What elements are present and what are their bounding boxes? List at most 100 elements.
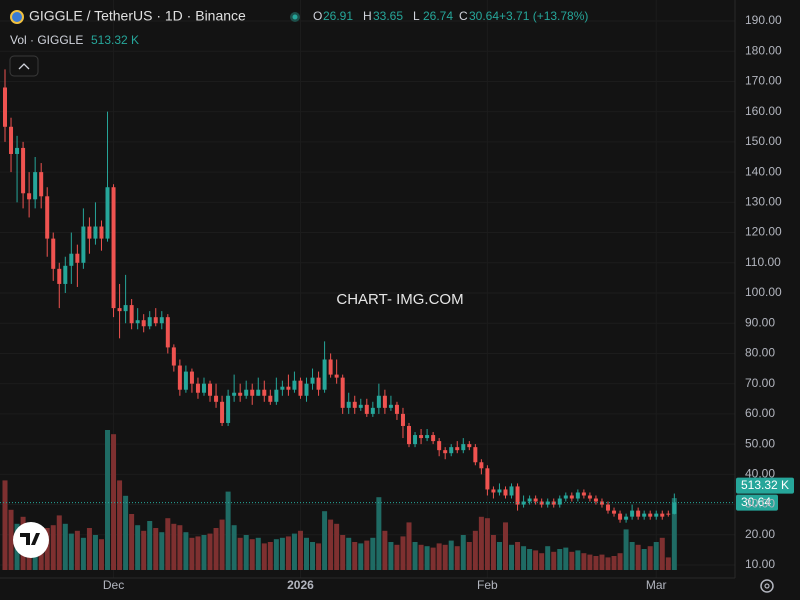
- volume-bar: [400, 536, 406, 570]
- volume-bar: [213, 528, 219, 570]
- y-tick-label: 180.00: [745, 43, 782, 57]
- volume-bar: [183, 532, 189, 570]
- candle-body: [382, 395, 387, 408]
- candle-body: [153, 317, 158, 324]
- volume-bar: [406, 522, 412, 570]
- volume-bar: [316, 543, 322, 570]
- collapse-icon: [18, 63, 30, 70]
- candle-body: [93, 226, 98, 239]
- volume-bar: [135, 525, 141, 570]
- volume-bar: [364, 540, 370, 570]
- volume-bar: [249, 539, 255, 570]
- volume-bar: [412, 542, 418, 570]
- volume-bar: [496, 542, 502, 570]
- volume-tag-bg: [736, 477, 794, 494]
- volume-bar: [201, 535, 207, 570]
- volume-bar: [394, 544, 400, 570]
- candle-body: [425, 435, 430, 439]
- volume-bar: [533, 550, 539, 570]
- volume-bar: [117, 480, 123, 570]
- volume-bar: [92, 535, 98, 570]
- candle-body: [39, 172, 44, 197]
- volume-tag: 513.32 K: [741, 478, 789, 492]
- candle-body: [201, 383, 206, 393]
- candle-body: [310, 377, 315, 384]
- candle-body: [407, 425, 412, 445]
- candle-body: [33, 172, 38, 200]
- candle-body: [15, 147, 20, 154]
- collapse-button[interactable]: [9, 55, 39, 77]
- volume-bar: [466, 542, 472, 570]
- volume-bar: [207, 533, 213, 570]
- candle-body: [111, 187, 116, 309]
- y-tick-label: 190.00: [745, 13, 782, 27]
- y-tick-label: 60.00: [745, 406, 775, 420]
- candle-body: [642, 513, 647, 517]
- candle-body: [69, 253, 74, 266]
- volume-bar: [297, 530, 303, 570]
- candle-body: [491, 489, 496, 493]
- ohlc-value: 33.65: [373, 9, 403, 23]
- volume-bar: [575, 550, 581, 570]
- candle-body: [280, 386, 285, 390]
- candle-body: [666, 513, 671, 515]
- candle-body: [388, 404, 393, 408]
- y-tick-label: 130.00: [745, 195, 782, 209]
- market-status-dot: [292, 14, 298, 20]
- candle-body: [575, 492, 580, 499]
- candle-body: [256, 389, 261, 396]
- volume-bar: [659, 537, 665, 570]
- symbol-title[interactable]: GIGGLE / TetherUS · 1D · Binance: [29, 8, 246, 24]
- volume-bar: [448, 540, 454, 570]
- candle-body: [599, 501, 604, 505]
- volume-bar: [123, 495, 129, 570]
- volume-bar: [527, 549, 533, 570]
- candle-body: [165, 317, 170, 348]
- candle-body: [606, 504, 610, 511]
- candle-body: [479, 462, 484, 469]
- price-tag-bg: [736, 494, 778, 511]
- volume-bar: [189, 537, 195, 570]
- candle-body: [394, 404, 399, 414]
- volume-bar: [581, 553, 587, 570]
- candle-body: [509, 486, 514, 496]
- ohlc-key: L: [413, 9, 420, 23]
- volume-bar: [243, 535, 249, 570]
- volume-bar: [50, 525, 56, 570]
- candle-body: [545, 501, 550, 505]
- candle-body: [268, 395, 273, 402]
- candle-body: [533, 498, 538, 502]
- candle-body: [123, 305, 128, 312]
- candle-body: [135, 320, 140, 324]
- volume-bar: [611, 556, 617, 570]
- candle-body: [177, 365, 182, 390]
- candle-body: [612, 510, 617, 514]
- volume-bar: [352, 542, 358, 570]
- ohlc-value: 26.74: [423, 9, 453, 23]
- volume-bar: [147, 521, 153, 570]
- candle-body: [648, 513, 653, 517]
- candle-body: [660, 513, 665, 517]
- volume-bar: [460, 535, 466, 570]
- volume-bar: [153, 528, 159, 570]
- settings-button[interactable]: [760, 579, 774, 593]
- change-value: +3.71 (+13.78%): [499, 9, 588, 23]
- candle-body: [3, 87, 7, 127]
- candle-body: [141, 320, 146, 327]
- candle-body: [443, 450, 448, 454]
- tv-logo[interactable]: [13, 522, 49, 558]
- volume-bar: [74, 530, 80, 570]
- watermark: CHART- IMG.COM: [336, 291, 463, 308]
- volume-bar: [111, 434, 117, 570]
- candle-body: [105, 187, 110, 239]
- candle-body: [539, 501, 544, 505]
- candle-body: [340, 377, 345, 408]
- volume-bar: [418, 544, 424, 570]
- candle-body: [515, 486, 520, 505]
- candle-body: [75, 253, 80, 263]
- candle-body: [238, 392, 243, 396]
- candle-body: [214, 395, 219, 402]
- volume-bar: [605, 557, 611, 570]
- candle-body: [171, 347, 176, 366]
- candle-body: [87, 226, 92, 239]
